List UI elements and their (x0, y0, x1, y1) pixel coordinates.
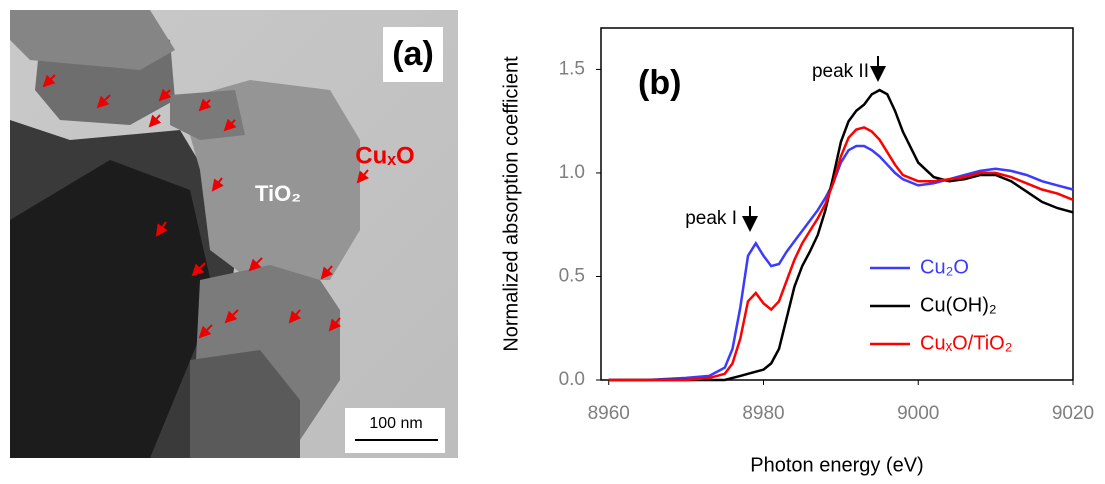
legend-label: Cu(OH)₂ (920, 294, 997, 316)
y-axis-label: Normalized absorption coefficient (500, 56, 522, 352)
chart: 0.0 0.5 1.0 1.5 8960 8980 9000 9020 Photon energ… (500, 27, 1094, 476)
annotation: peak I (685, 208, 737, 229)
scale-bar-label: 100 nm (369, 415, 422, 432)
series-line (608, 126, 1074, 382)
series-line (608, 88, 1074, 382)
legend-label: CuₓO/TiO₂ (920, 332, 1012, 354)
x-tick-label: 8960 (588, 403, 630, 424)
series-line (608, 144, 1074, 382)
legend-label: Cu₂O (920, 256, 969, 278)
x-tick-label: 8980 (742, 403, 784, 424)
panel-b-label: (b) (638, 64, 681, 102)
x-tick-label: 9020 (1052, 403, 1094, 424)
cluster-label: CuₓO (355, 142, 414, 169)
y-tick-label: 0.0 (559, 369, 585, 390)
y-tick-label: 0.5 (559, 265, 585, 286)
tem-image (10, 10, 458, 458)
panel-a-label: (a) (392, 35, 434, 73)
particle-label: TiO₂ (255, 181, 301, 206)
y-tick-label: 1.5 (559, 58, 585, 79)
annotation: peak II (812, 61, 869, 82)
y-tick-label: 1.0 (559, 162, 585, 183)
plot-frame (600, 27, 1074, 381)
x-tick-label: 9000 (897, 403, 939, 424)
x-axis-label: Photon energy (eV) (750, 454, 923, 476)
